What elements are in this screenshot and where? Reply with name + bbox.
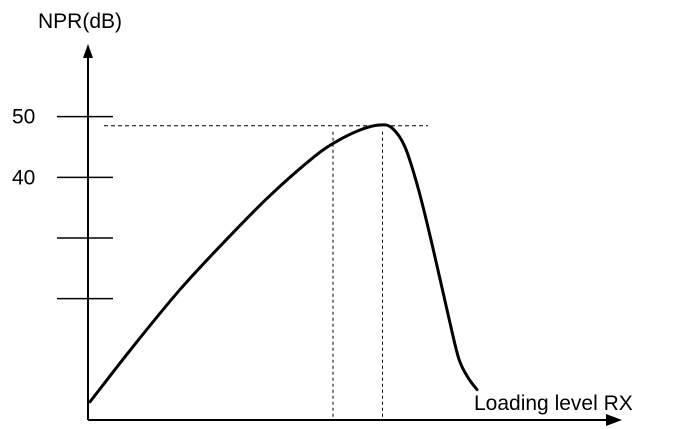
guide-lines <box>104 125 428 420</box>
series-layer <box>88 123 479 404</box>
y-ticks: 50 40 <box>12 106 113 300</box>
y-axis-label: NPR(dB) <box>38 10 122 33</box>
npr-curve <box>88 123 479 404</box>
y-axis-arrowhead <box>83 44 93 58</box>
y-tick-label: 40 <box>12 166 35 189</box>
x-axis-label: Loading level RX <box>474 392 633 415</box>
y-tick-label: 50 <box>12 106 35 129</box>
x-axis-arrowhead <box>606 414 622 426</box>
